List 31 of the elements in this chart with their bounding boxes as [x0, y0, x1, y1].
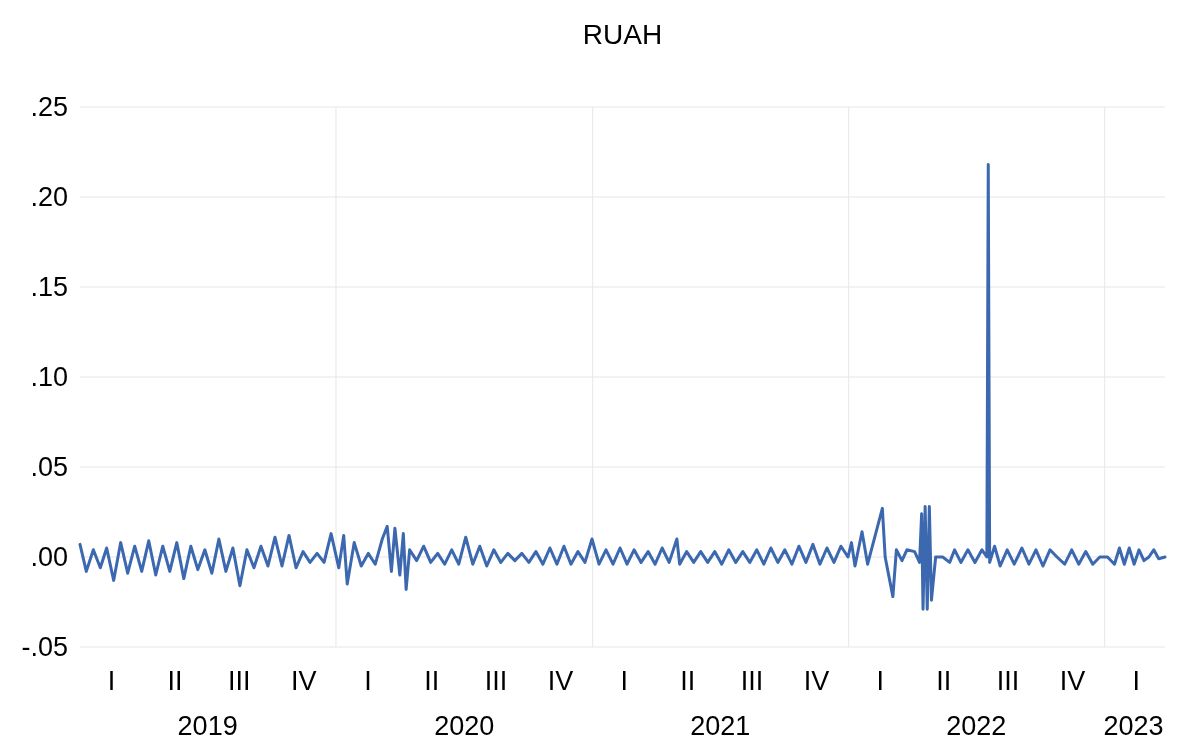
y-tick-label: .05 — [30, 452, 68, 483]
y-tick-label: .20 — [30, 182, 68, 213]
text: I — [107, 666, 116, 696]
text: II — [680, 666, 696, 696]
text: I — [620, 666, 629, 696]
text: IV — [803, 666, 830, 696]
chart-title: RUAH — [582, 19, 663, 50]
text: III — [740, 666, 764, 696]
x-tick-label: 2023 — [1103, 711, 1164, 741]
text: III — [227, 666, 251, 696]
x-tick-label: 2020 — [434, 711, 495, 741]
text: III — [484, 666, 508, 696]
x-tick-label: 2021 — [690, 711, 751, 741]
y-tick-label: -.05 — [21, 632, 68, 663]
line-series — [78, 163, 1167, 611]
text: IV — [290, 666, 317, 696]
text: IV — [1059, 666, 1086, 696]
x-tick-label: 2022 — [946, 711, 1007, 741]
text: III — [996, 666, 1020, 696]
text: II — [936, 666, 952, 696]
text: IV — [547, 666, 574, 696]
text: I — [876, 666, 885, 696]
y-tick-label: .00 — [30, 542, 68, 573]
text: II — [167, 666, 183, 696]
y-tick-label: .15 — [30, 272, 68, 303]
text: I — [364, 666, 372, 696]
text: II — [424, 666, 440, 696]
y-tick-label: .10 — [30, 362, 68, 393]
text: I — [1132, 666, 1140, 696]
y-tick-label: .25 — [30, 92, 68, 123]
x-tick-label: 2019 — [177, 711, 238, 741]
